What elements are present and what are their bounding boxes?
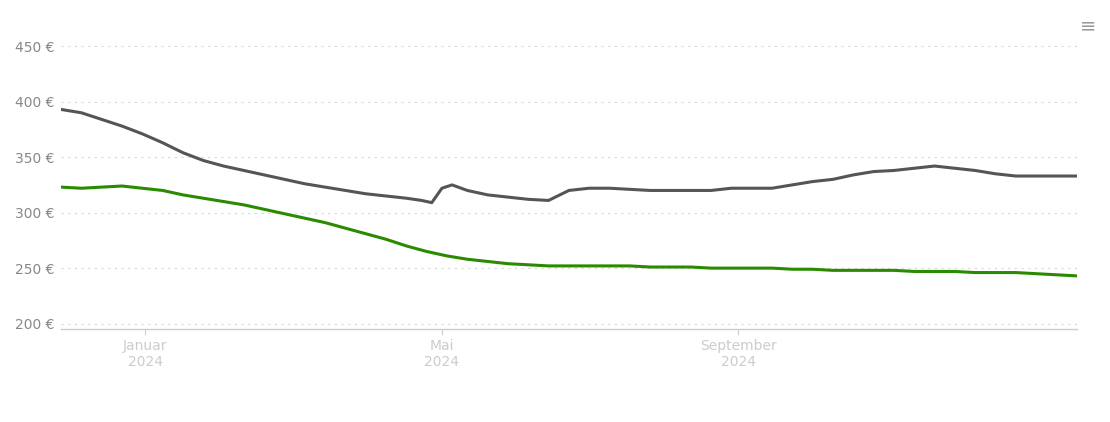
lose Ware	[806, 267, 819, 272]
lose Ware	[1050, 272, 1063, 277]
lose Ware	[745, 265, 758, 271]
lose Ware	[115, 184, 129, 189]
lose Ware	[299, 216, 312, 221]
Sackware	[54, 107, 68, 112]
Sackware	[847, 172, 860, 177]
Sackware	[425, 200, 438, 205]
lose Ware	[54, 184, 68, 189]
Text: ≡: ≡	[1080, 17, 1097, 36]
lose Ware	[380, 237, 393, 242]
lose Ware	[400, 243, 413, 249]
Line: lose Ware: lose Ware	[61, 186, 1077, 276]
Sackware	[968, 168, 982, 173]
Sackware	[664, 188, 677, 193]
Line: Sackware: Sackware	[61, 109, 1077, 203]
lose Ware	[1070, 273, 1083, 279]
Sackware	[705, 188, 718, 193]
Sackware	[644, 188, 657, 193]
Sackware	[1070, 173, 1083, 179]
Sackware	[339, 188, 352, 193]
